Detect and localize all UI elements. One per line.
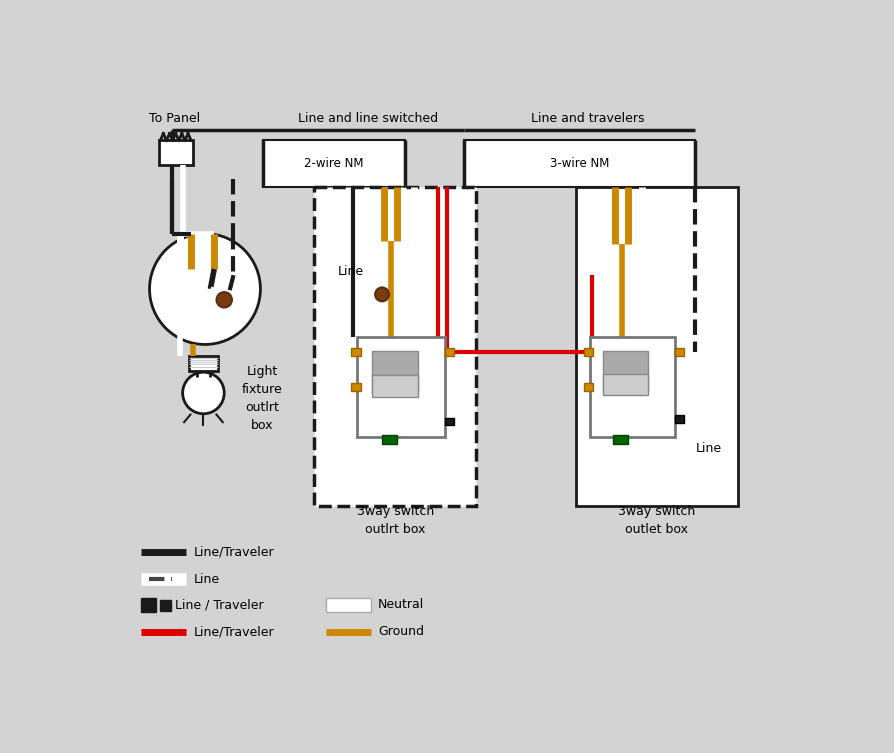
Bar: [603, 351, 647, 391]
Circle shape: [149, 233, 260, 344]
Bar: [350, 349, 360, 356]
Bar: [263, 140, 405, 187]
Text: Line and travelers: Line and travelers: [530, 112, 644, 125]
Text: Line: Line: [695, 442, 721, 455]
Text: Line/Traveler: Line/Traveler: [193, 546, 274, 559]
Bar: [444, 418, 454, 425]
Bar: [589, 337, 674, 437]
Bar: [576, 187, 737, 506]
Text: Line/Traveler: Line/Traveler: [193, 625, 274, 639]
Bar: [350, 383, 360, 391]
Bar: [158, 140, 192, 165]
Circle shape: [182, 372, 224, 413]
Bar: [603, 373, 647, 395]
Text: Ground: Ground: [378, 625, 424, 639]
Text: Line and line switched: Line and line switched: [298, 112, 438, 125]
Text: 2-wire NM: 2-wire NM: [303, 157, 363, 170]
Bar: [382, 434, 397, 444]
Bar: [141, 598, 156, 611]
Bar: [372, 375, 417, 397]
Bar: [612, 434, 628, 444]
Text: Light
fixture
outlrt
box: Light fixture outlrt box: [241, 365, 282, 432]
Bar: [357, 337, 444, 437]
Text: Line: Line: [193, 573, 219, 586]
Text: Line / Traveler: Line / Traveler: [174, 598, 263, 611]
Text: 3way switch
outlet box: 3way switch outlet box: [618, 505, 695, 535]
Text: Neutral: Neutral: [378, 598, 424, 611]
Bar: [444, 349, 454, 356]
Text: 3-wire NM: 3-wire NM: [550, 157, 609, 170]
Bar: [325, 598, 370, 611]
Bar: [674, 416, 683, 423]
Bar: [583, 349, 593, 356]
Bar: [464, 140, 695, 187]
Bar: [674, 349, 683, 356]
Bar: [314, 187, 476, 506]
Bar: [160, 600, 171, 611]
Text: To Panel: To Panel: [148, 112, 199, 125]
Circle shape: [375, 288, 389, 301]
Bar: [372, 351, 417, 393]
Text: 3way switch
outlrt box: 3way switch outlrt box: [356, 505, 434, 535]
Text: Line: Line: [337, 265, 363, 278]
Bar: [583, 383, 593, 391]
Bar: [189, 356, 218, 371]
Circle shape: [216, 292, 232, 307]
